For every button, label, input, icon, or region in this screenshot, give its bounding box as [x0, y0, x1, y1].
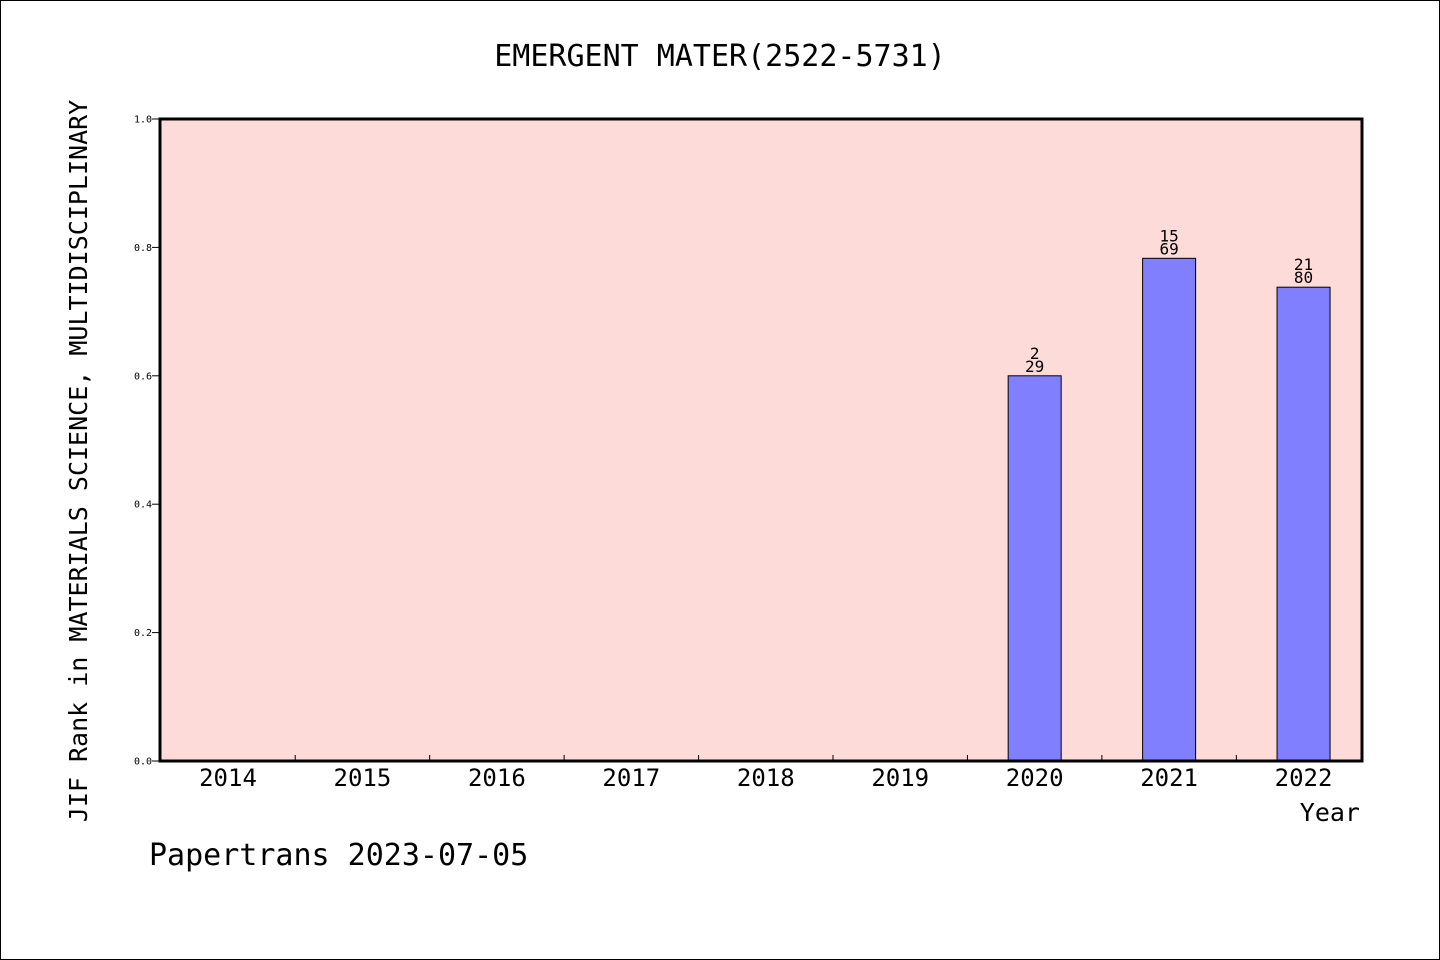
bar-label-total-2021: 69 [1159, 239, 1178, 258]
axis-ticks: 2014 2015 2016 2017 2018 2019 2020 2021 2022 0.0 0… [134, 115, 1333, 793]
x-axis-label: Year [1300, 798, 1360, 827]
bar-2021 [1142, 257, 1197, 762]
x-tick-label-2019: 2019 [871, 764, 929, 792]
x-tick-label-2016: 2016 [468, 764, 526, 792]
footer-credit: Papertrans 2023-07-05 [149, 838, 528, 873]
x-tick-label-2017: 2017 [602, 764, 660, 792]
bar-label-total-2022: 80 [1294, 268, 1313, 287]
x-tick-label-2022: 2022 [1275, 764, 1333, 792]
bar-label-total-2020: 29 [1025, 357, 1044, 376]
bar-2022 [1276, 286, 1331, 762]
x-tick-label-2020: 2020 [1006, 764, 1064, 792]
y-tick-label-0.0: 0.0 [134, 757, 152, 768]
plot-border [158, 117, 1364, 763]
x-tick-label-2015: 2015 [334, 764, 392, 792]
y-tick-label-0.4: 0.4 [134, 500, 152, 511]
bar-label-rank-2022: 21 [1294, 255, 1313, 274]
y-tick-label-0.2: 0.2 [134, 628, 152, 639]
y-tick-label-0.6: 0.6 [134, 371, 152, 382]
bar-label-rank-2020: 2 [1030, 344, 1040, 363]
y-tick-label-0.8: 0.8 [134, 243, 152, 254]
bar-2020 [1007, 375, 1062, 762]
bar-label-rank-2021: 15 [1159, 226, 1178, 245]
x-tick-label-2018: 2018 [737, 764, 795, 792]
y-axis-label: JIF Rank in MATERIALS SCIENCE, MULTIDISC… [64, 100, 93, 822]
chart-title: EMERGENT MATER(2522-5731) [494, 39, 946, 74]
x-tick-label-2014: 2014 [199, 764, 257, 792]
y-tick-label-1.0: 1.0 [134, 115, 152, 126]
x-tick-label-2021: 2021 [1140, 764, 1198, 792]
